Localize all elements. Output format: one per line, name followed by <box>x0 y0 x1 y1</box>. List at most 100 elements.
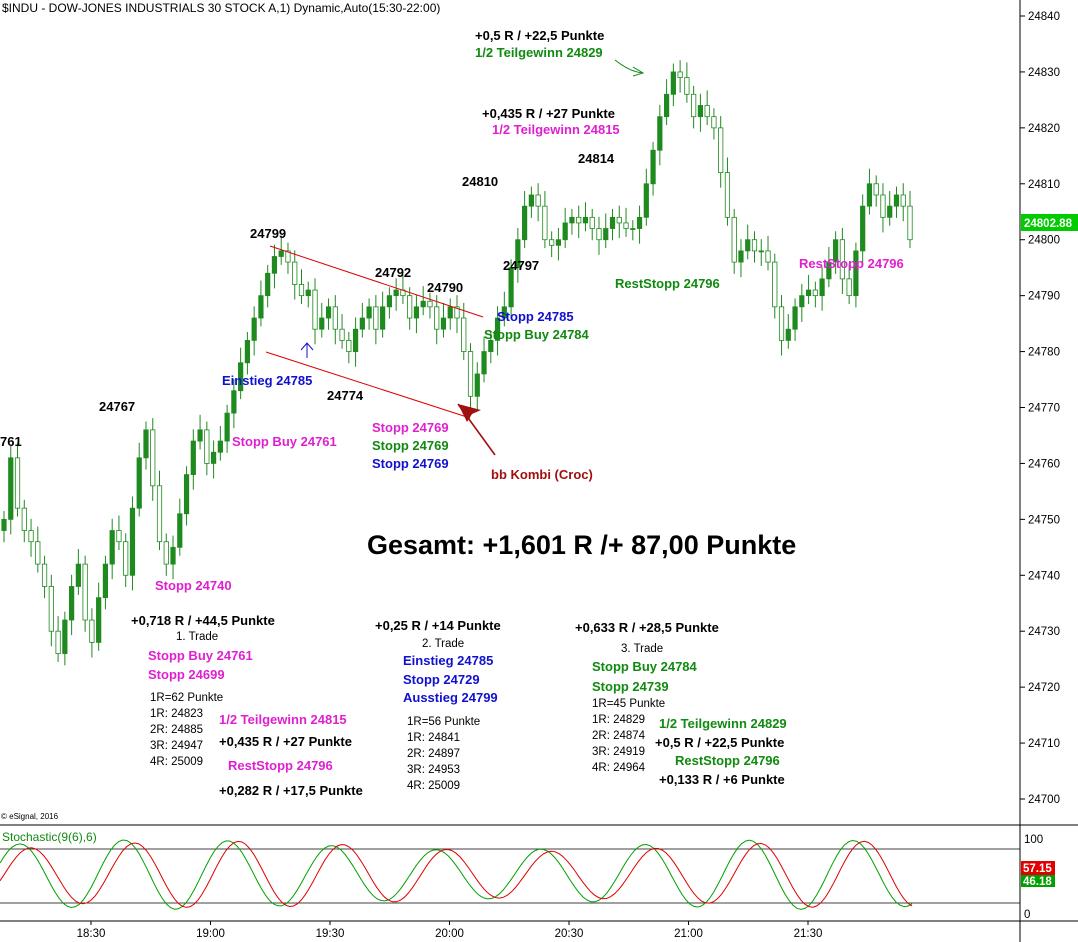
candle-body <box>805 289 812 297</box>
trade1-tg-result: +0,435 R / +27 Punkte <box>219 734 352 749</box>
candle-body <box>751 239 758 252</box>
trade2-target: 4R: 25009 <box>407 780 460 792</box>
candle-body <box>677 71 683 78</box>
candle-body <box>860 205 866 252</box>
price-tick-label: 24780 <box>1028 347 1060 359</box>
candle-body <box>244 339 251 364</box>
candlestick-series <box>1 60 913 666</box>
candle-body <box>298 284 305 297</box>
candle-body <box>82 563 88 621</box>
candle-body <box>177 513 183 548</box>
einstieg-label: Einstieg 24785 <box>222 373 312 388</box>
candle-body <box>163 541 169 565</box>
candle-body <box>305 289 311 297</box>
stopp-buy-label: Stopp Buy 24761 <box>232 434 337 449</box>
stopp-24769-blue: Stopp 24769 <box>372 456 449 471</box>
bb-kombi-label: bb Kombi (Croc) <box>491 467 593 482</box>
candle-body <box>393 289 399 297</box>
candle-body <box>731 216 737 263</box>
stoch-d-tag <box>1021 861 1055 875</box>
candle-body <box>670 71 676 95</box>
price-tick-label: 24810 <box>1028 179 1060 191</box>
candle-body <box>657 116 663 151</box>
candle-body <box>562 222 568 241</box>
candle-body <box>292 261 298 285</box>
candle-body <box>833 239 839 263</box>
price-tick-label: 24750 <box>1028 514 1060 526</box>
candle-body <box>319 317 325 330</box>
label-761: 761 <box>0 434 22 449</box>
candle-body <box>542 205 548 241</box>
target-arrow-icon <box>614 59 645 77</box>
candle-body <box>555 239 562 246</box>
stopp-24769-magenta: Stopp 24769 <box>372 420 449 435</box>
candle-body <box>21 507 27 531</box>
candle-body <box>386 295 392 308</box>
candle-body <box>643 183 649 218</box>
candle-body <box>792 306 798 330</box>
price-tick-label: 24710 <box>1028 738 1060 750</box>
candle-body <box>325 306 332 319</box>
candle-body <box>55 630 61 654</box>
candle-body <box>170 546 176 565</box>
stoch-k-line <box>0 839 913 910</box>
trade3-title: 3. Trade <box>621 643 663 655</box>
candle-body <box>880 194 886 218</box>
trade3-reststopp: RestStopp 24796 <box>675 753 780 768</box>
candle-body <box>14 457 21 509</box>
label-24790: 24790 <box>427 280 463 295</box>
stopp-24769-green: Stopp 24769 <box>372 438 449 453</box>
trade3-teilgewinn: 1/2 Teilgewinn 24829 <box>659 716 787 731</box>
candle-body <box>8 457 14 520</box>
candle-body <box>853 250 859 297</box>
candle-body <box>535 194 541 207</box>
reststopp-magenta-label: RestStopp 24796 <box>799 256 904 271</box>
trade3-rest-result: +0,133 R / +6 Punkte <box>659 772 785 787</box>
candle-body <box>569 216 575 224</box>
candle-body <box>596 228 602 241</box>
candle-body <box>718 127 724 173</box>
trade2-stop: Stopp 24729 <box>403 672 480 687</box>
candle-body <box>447 306 453 319</box>
candle-body <box>339 328 345 341</box>
candle-body <box>501 306 507 319</box>
price-tick-label: 24790 <box>1028 291 1060 303</box>
trade1-target: 1R: 24823 <box>150 708 203 720</box>
candle-body <box>217 440 223 453</box>
candle-body <box>893 194 900 207</box>
candle-body <box>238 362 244 392</box>
candle-body <box>62 619 68 654</box>
candle-body <box>109 530 115 565</box>
candle-body <box>183 474 190 515</box>
label-24767: 24767 <box>99 399 135 414</box>
candle-body <box>231 390 237 414</box>
candle-body <box>102 563 109 599</box>
candle-body <box>704 105 710 118</box>
trade2-entry: Einstieg 24785 <box>403 653 493 668</box>
trade2-target: 1R: 24841 <box>407 732 460 744</box>
trade1-title: 1. Trade <box>176 631 218 643</box>
price-tick-label: 24770 <box>1028 403 1060 415</box>
reststopp-green-label: RestStopp 24796 <box>615 276 720 291</box>
candle-body <box>1 518 7 531</box>
candle-body <box>812 289 818 297</box>
candle-body <box>373 306 379 330</box>
label-24792: 24792 <box>375 265 411 280</box>
trade3-stop: Stopp 24739 <box>592 679 669 694</box>
candle-body <box>136 457 142 509</box>
chart-title: $INDU - DOW-JONES INDUSTRIALS 30 STOCK A… <box>2 1 440 15</box>
candle-body <box>28 530 34 543</box>
candle-body <box>488 339 494 352</box>
candle-body <box>609 216 616 229</box>
trade1-rest-result: +0,282 R / +17,5 Punkte <box>219 783 363 798</box>
stochastic-label: Stochastic(9(6),6) <box>2 830 97 844</box>
candle-body <box>819 278 825 297</box>
candle-body <box>41 563 48 587</box>
label-24774: 24774 <box>327 388 364 403</box>
candle-body <box>494 317 501 341</box>
candle-body <box>285 250 291 263</box>
trade1-target: 2R: 24885 <box>150 724 203 736</box>
candle-body <box>366 306 372 319</box>
label-24810: 24810 <box>462 174 498 189</box>
candle-body <box>623 222 629 229</box>
